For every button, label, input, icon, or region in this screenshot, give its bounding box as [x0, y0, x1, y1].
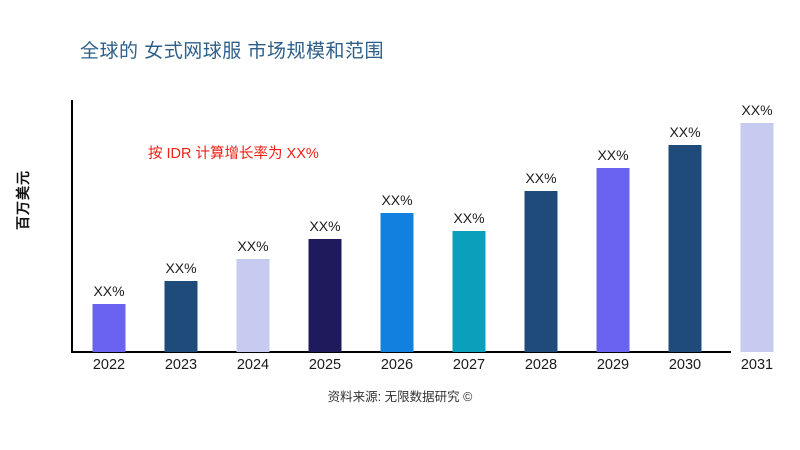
x-axis-tick-labels: 2022 2023 2024 2025 2026 2027 2028 2029 2030 2031: [73, 357, 793, 379]
bar-group-2028: XX%: [505, 100, 577, 352]
bar-value-2024: XX%: [237, 237, 269, 254]
bar-group-2023: XX%: [145, 100, 217, 352]
bar-2026[interactable]: [380, 213, 414, 352]
x-tick-2028: 2028: [524, 357, 558, 373]
bar-group-2029: XX%: [577, 100, 649, 352]
bar-2023[interactable]: [164, 281, 198, 352]
bar-group-2025: XX%: [289, 100, 361, 352]
source-note: 资料来源: 无限数据研究 ©: [327, 390, 473, 404]
y-axis-line: [71, 100, 73, 353]
bar-value-2028: XX%: [525, 169, 557, 186]
bar-2024[interactable]: [236, 258, 270, 352]
plot-area: XX% XX% XX% XX% XX% XX% XX% XX% XX% XX%: [73, 100, 793, 352]
bar-group-2027: XX%: [433, 100, 505, 352]
bar-group-2026: XX%: [361, 100, 433, 352]
x-tick-2024: 2024: [236, 357, 270, 373]
bar-value-2023: XX%: [165, 260, 197, 277]
bar-2027[interactable]: [452, 231, 486, 352]
x-axis-line: [71, 351, 731, 353]
x-tick-2029: 2029: [596, 357, 630, 373]
bar-value-2027: XX%: [453, 210, 485, 227]
bar-value-2026: XX%: [381, 192, 413, 209]
x-tick-2027: 2027: [452, 357, 486, 373]
x-tick-2025: 2025: [308, 357, 342, 373]
bar-2031[interactable]: [740, 122, 774, 352]
growth-rate-annotation: 按 IDR 计算增长率为 XX%: [148, 146, 319, 162]
y-axis-label: 百万美元: [15, 170, 31, 230]
x-tick-2022: 2022: [92, 357, 126, 373]
bar-value-2022: XX%: [93, 283, 125, 300]
bar-value-2030: XX%: [669, 124, 701, 141]
x-tick-2023: 2023: [164, 357, 198, 373]
x-tick-2031: 2031: [740, 357, 774, 373]
bar-value-2029: XX%: [597, 147, 629, 164]
bar-2029[interactable]: [596, 168, 630, 352]
bar-2028[interactable]: [524, 190, 558, 352]
bar-value-2025: XX%: [309, 217, 341, 234]
bar-group-2024: XX%: [217, 100, 289, 352]
x-tick-2030: 2030: [668, 357, 702, 373]
bar-group-2022: XX%: [73, 100, 145, 352]
bar-value-2031: XX%: [741, 101, 773, 118]
bar-2025[interactable]: [308, 238, 342, 352]
bar-2030[interactable]: [668, 145, 702, 352]
page-title: 全球的 女式网球服 市场规模和范围: [80, 41, 385, 62]
bar-group-2031: XX%: [721, 100, 793, 352]
x-tick-2026: 2026: [380, 357, 414, 373]
bar-2022[interactable]: [92, 304, 126, 352]
bar-group-2030: XX%: [649, 100, 721, 352]
